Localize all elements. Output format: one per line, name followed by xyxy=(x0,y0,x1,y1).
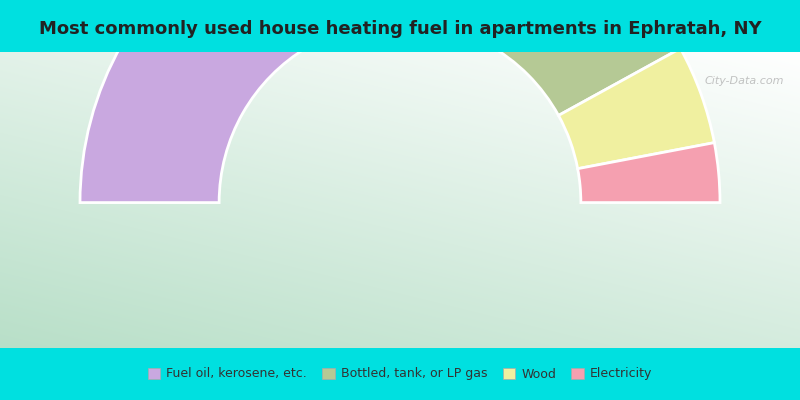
Wedge shape xyxy=(578,143,720,202)
Legend: Fuel oil, kerosene, etc., Bottled, tank, or LP gas, Wood, Electricity: Fuel oil, kerosene, etc., Bottled, tank,… xyxy=(142,362,658,386)
Text: Most commonly used house heating fuel in apartments in Ephratah, NY: Most commonly used house heating fuel in… xyxy=(38,20,762,38)
Wedge shape xyxy=(80,0,554,202)
Wedge shape xyxy=(487,0,681,116)
Wedge shape xyxy=(558,48,714,169)
Text: City-Data.com: City-Data.com xyxy=(705,76,784,86)
